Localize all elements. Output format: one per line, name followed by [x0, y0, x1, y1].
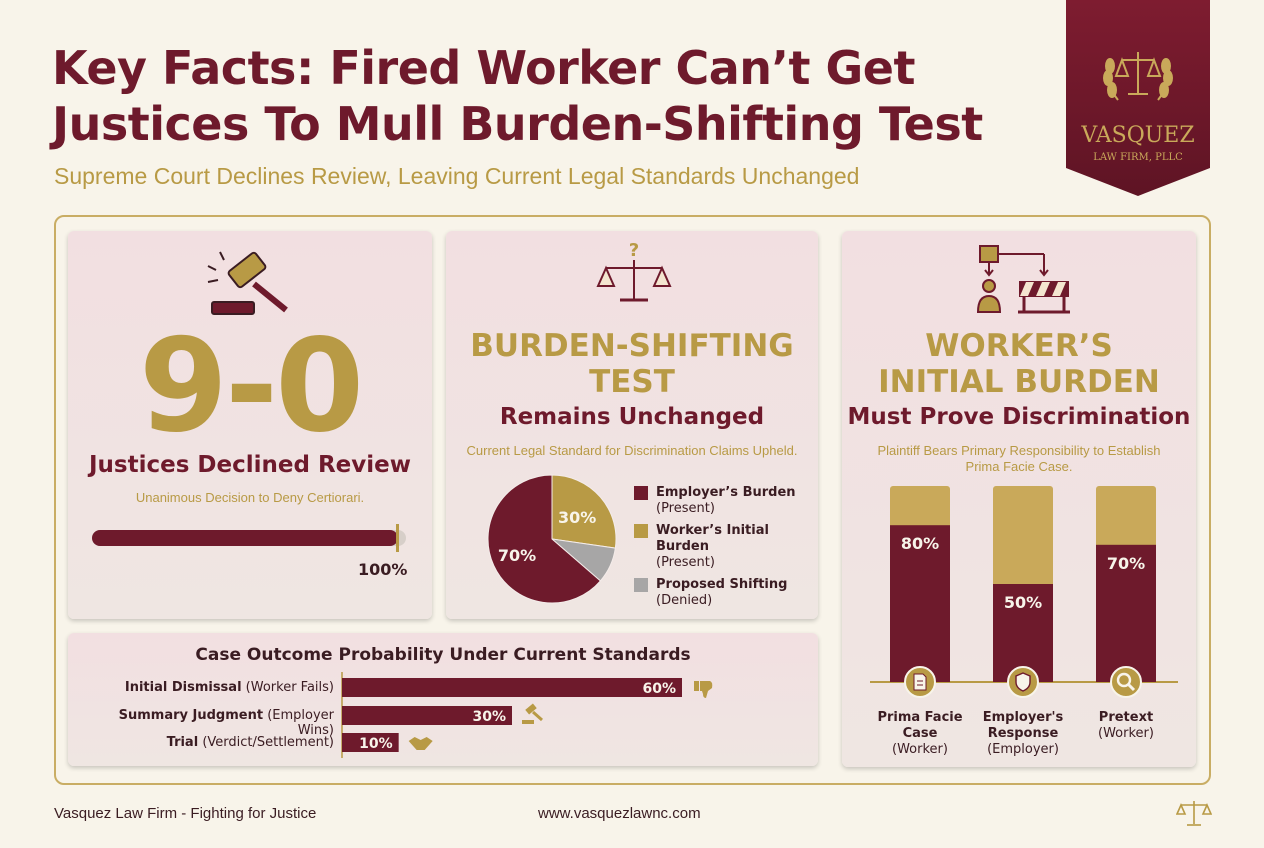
hbar-value-label: 30% [472, 709, 506, 725]
stage-role: (Employer) [987, 742, 1059, 757]
footer-tagline: Vasquez Law Firm - Fighting for Justice [54, 805, 317, 822]
legend-label-rest: (Present) [656, 555, 715, 570]
hbar-value-label: 10% [359, 736, 393, 752]
legend-label-bold: Worker’s Initial Burden [656, 523, 769, 554]
votes-caption: Unanimous Decision to Deny Certiorari. [135, 490, 365, 505]
stage-role: (Worker) [1098, 726, 1154, 741]
page-title: Key Facts: Fired Worker Can’t Get Justic… [52, 40, 1052, 152]
bar-value-label: 70% [1107, 554, 1145, 573]
vote-count: 9-0 [138, 312, 364, 461]
laurel-scales-icon [1103, 52, 1173, 101]
legend-swatch-gold [634, 524, 648, 538]
content-frame [54, 215, 1211, 785]
stage-magnifier-icon [1110, 666, 1142, 698]
svg-text:?: ? [629, 240, 639, 261]
votes-progress-fill [92, 530, 398, 546]
stage-role: (Worker) [892, 742, 948, 757]
stage-shield-icon [1007, 666, 1039, 698]
pie-slice-label: 30% [558, 508, 596, 527]
outcome-label-rest: (Verdict/Settlement) [202, 735, 334, 750]
pie-slice-label: 70% [498, 546, 536, 565]
stage-label-prima-facie: Prima Facie Case (Worker) [862, 710, 978, 758]
legend-label-bold: Employer’s Burden [656, 485, 796, 500]
outcome-label-bold: Trial [166, 735, 199, 750]
bar-value [1096, 544, 1156, 682]
outcome-label-rest: (Worker Fails) [245, 680, 334, 695]
legend-item-employer: Employer’s Burden (Present) [634, 485, 814, 517]
votes-heading: Justices Declined Review [89, 452, 411, 478]
outcome-label-rest: (Employer Wins) [267, 708, 334, 738]
legend-item-proposed: Proposed Shifting (Denied) [634, 577, 814, 609]
hbar-value [342, 733, 399, 752]
hbar-value [342, 678, 682, 697]
votes-card [68, 231, 432, 619]
brand-sub: LAW FIRM, PLLC [1093, 152, 1183, 163]
bar-value-label: 50% [1004, 593, 1042, 612]
stage-title-1: Prima Facie [877, 710, 963, 725]
stage-title-1: Employer's [982, 710, 1064, 725]
burden-pie-legend: Employer’s Burden (Present) Worker’s Init… [634, 485, 814, 609]
outcome-label-bold: Summary Judgment [118, 708, 264, 723]
stage-document-icon [904, 666, 936, 698]
bar-value-label: 80% [901, 534, 939, 553]
initial-burden-caption-1: Plaintiff Bears Primary Responsibility t… [877, 443, 1161, 458]
page-subtitle: Supreme Court Declines Review, Leaving C… [54, 163, 860, 189]
title-line-1: Key Facts: Fired Worker Can’t Get [52, 41, 915, 95]
outcomes-card [68, 633, 818, 766]
burden-test-heading-2: TEST [589, 364, 675, 400]
legend-label-bold: Proposed Shifting [656, 577, 788, 592]
votes-progress-label: 100% [358, 560, 408, 579]
outcome-label-bold: Initial Dismissal [124, 680, 242, 695]
legend-swatch-maroon [634, 486, 648, 500]
legend-label-rest: (Denied) [656, 593, 713, 608]
hbar-value [342, 706, 512, 725]
burden-test-subheading: Remains Unchanged [499, 404, 765, 430]
initial-burden-heading-2: INITIAL BURDEN [878, 364, 1160, 400]
legend-label-rest: (Present) [656, 501, 715, 516]
votes-progress-marker [396, 524, 399, 552]
bar-value [890, 525, 950, 682]
scales-icon [1176, 801, 1212, 826]
initial-burden-bar-chart: 80% 50% 70% [870, 486, 1178, 698]
legend-item-worker: Worker’s Initial Burden (Present) [634, 523, 814, 571]
stage-title-1: Pretext [1098, 710, 1154, 725]
hbar-value-label: 60% [642, 681, 676, 697]
flowchart-person-barrier-icon [976, 245, 1070, 314]
pie-slice-worker [551, 474, 617, 549]
initial-burden-subheading: Must Prove Discrimination [847, 404, 1191, 430]
thumbs-down-icon [694, 681, 713, 698]
handshake-icon [408, 737, 433, 750]
legend-swatch-gray [634, 578, 648, 592]
stage-label-pretext: Pretext (Worker) [1068, 710, 1184, 742]
stage-title-2: Case [902, 726, 938, 741]
initial-burden-caption-2: Prima Facie Case. [965, 459, 1073, 474]
gavel-icon [207, 251, 288, 315]
stage-title-2: Response [987, 726, 1059, 741]
footer-website-link[interactable]: www.vasquezlawnc.com [538, 805, 701, 822]
gavel-icon [522, 703, 543, 724]
bar-value [993, 584, 1053, 682]
burden-pie-chart: 30% 70% [487, 474, 617, 604]
outcome-label-summary: Summary Judgment (Employer Wins) [80, 708, 334, 738]
outcomes-title: Case Outcome Probability Under Current S… [195, 645, 691, 665]
brand-name: VASQUEZ [1080, 123, 1194, 148]
pie-slice-employer [487, 474, 602, 604]
stage-label-employer-response: Employer's Response (Employer) [965, 710, 1081, 758]
outcome-label-trial: Trial (Verdict/Settlement) [80, 735, 334, 750]
scales-question-icon: ? [596, 240, 672, 302]
initial-burden-heading-1: WORKER’S [925, 328, 1113, 364]
title-line-2: Justices To Mull Burden-Shifting Test [52, 97, 983, 151]
outcomes-bar-chart: 60% 30% 10% [341, 672, 713, 758]
burden-test-heading-1: BURDEN-SHIFTING [470, 328, 794, 364]
brand-banner: VASQUEZ LAW FIRM, PLLC [1066, 0, 1210, 196]
outcome-label-dismissal: Initial Dismissal (Worker Fails) [80, 680, 334, 695]
burden-test-caption: Current Legal Standard for Discriminatio… [466, 443, 798, 458]
